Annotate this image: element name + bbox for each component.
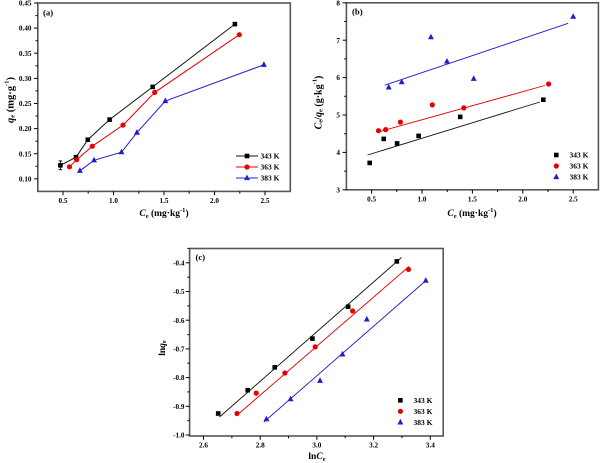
svg-text:343 K: 343 K — [570, 151, 589, 160]
svg-text:0.5: 0.5 — [59, 197, 68, 205]
svg-text:343 K: 343 K — [261, 152, 280, 161]
svg-text:4: 4 — [336, 149, 340, 157]
svg-text:3.4: 3.4 — [426, 442, 435, 450]
svg-text:0.5: 0.5 — [367, 195, 376, 203]
svg-text:5: 5 — [336, 112, 340, 120]
svg-text:0.10: 0.10 — [19, 175, 32, 183]
svg-text:2.5: 2.5 — [569, 195, 578, 203]
svg-text:qe (mg·g-1): qe (mg·g-1) — [4, 77, 17, 123]
svg-text:1.5: 1.5 — [468, 195, 477, 203]
svg-text:2.0: 2.0 — [210, 197, 219, 205]
svg-text:363 K: 363 K — [414, 407, 433, 416]
svg-text:3.0: 3.0 — [312, 442, 321, 450]
svg-text:(c): (c) — [196, 252, 206, 262]
svg-text:lnCe: lnCe — [308, 452, 325, 463]
svg-text:6: 6 — [336, 74, 340, 82]
svg-text:2.8: 2.8 — [256, 442, 265, 450]
svg-text:-0.7: -0.7 — [173, 346, 185, 354]
svg-text:Ce (mg·kg-1): Ce (mg·kg-1) — [139, 207, 188, 220]
svg-text:383 K: 383 K — [261, 174, 280, 183]
svg-text:0.15: 0.15 — [19, 150, 32, 158]
svg-text:3.2: 3.2 — [369, 442, 378, 450]
svg-text:0.25: 0.25 — [19, 100, 32, 108]
svg-text:383 K: 383 K — [414, 418, 433, 427]
svg-text:-0.4: -0.4 — [173, 259, 185, 267]
svg-text:363 K: 363 K — [261, 163, 280, 172]
svg-text:2.5: 2.5 — [261, 197, 270, 205]
svg-text:Ce/qe (g·kg-1): Ce/qe (g·kg-1) — [312, 76, 325, 130]
svg-text:1.5: 1.5 — [160, 197, 169, 205]
svg-text:3: 3 — [336, 186, 340, 194]
svg-text:2.6: 2.6 — [199, 442, 208, 450]
svg-text:0.45: 0.45 — [19, 0, 32, 8]
svg-text:lnqe: lnqe — [158, 340, 168, 356]
svg-text:-0.8: -0.8 — [173, 374, 185, 382]
svg-text:-0.5: -0.5 — [173, 288, 185, 296]
svg-text:Ce (mg·kg-1): Ce (mg·kg-1) — [447, 207, 496, 220]
svg-text:343 K: 343 K — [414, 396, 433, 405]
svg-text:-0.9: -0.9 — [173, 403, 185, 411]
svg-text:0.35: 0.35 — [19, 50, 32, 58]
svg-text:(a): (a) — [43, 7, 53, 17]
svg-text:1.0: 1.0 — [109, 197, 118, 205]
svg-text:8: 8 — [336, 0, 340, 7]
svg-text:(b): (b) — [352, 7, 363, 17]
svg-text:0.40: 0.40 — [19, 25, 32, 33]
svg-text:0.30: 0.30 — [19, 75, 32, 83]
svg-text:2.0: 2.0 — [518, 195, 527, 203]
svg-text:383 K: 383 K — [570, 173, 589, 182]
svg-text:7: 7 — [336, 37, 340, 45]
svg-text:-1.0: -1.0 — [173, 432, 185, 440]
svg-text:0.20: 0.20 — [19, 125, 32, 133]
svg-text:363 K: 363 K — [570, 162, 589, 171]
svg-text:-0.6: -0.6 — [173, 317, 185, 325]
svg-text:1.0: 1.0 — [418, 195, 427, 203]
